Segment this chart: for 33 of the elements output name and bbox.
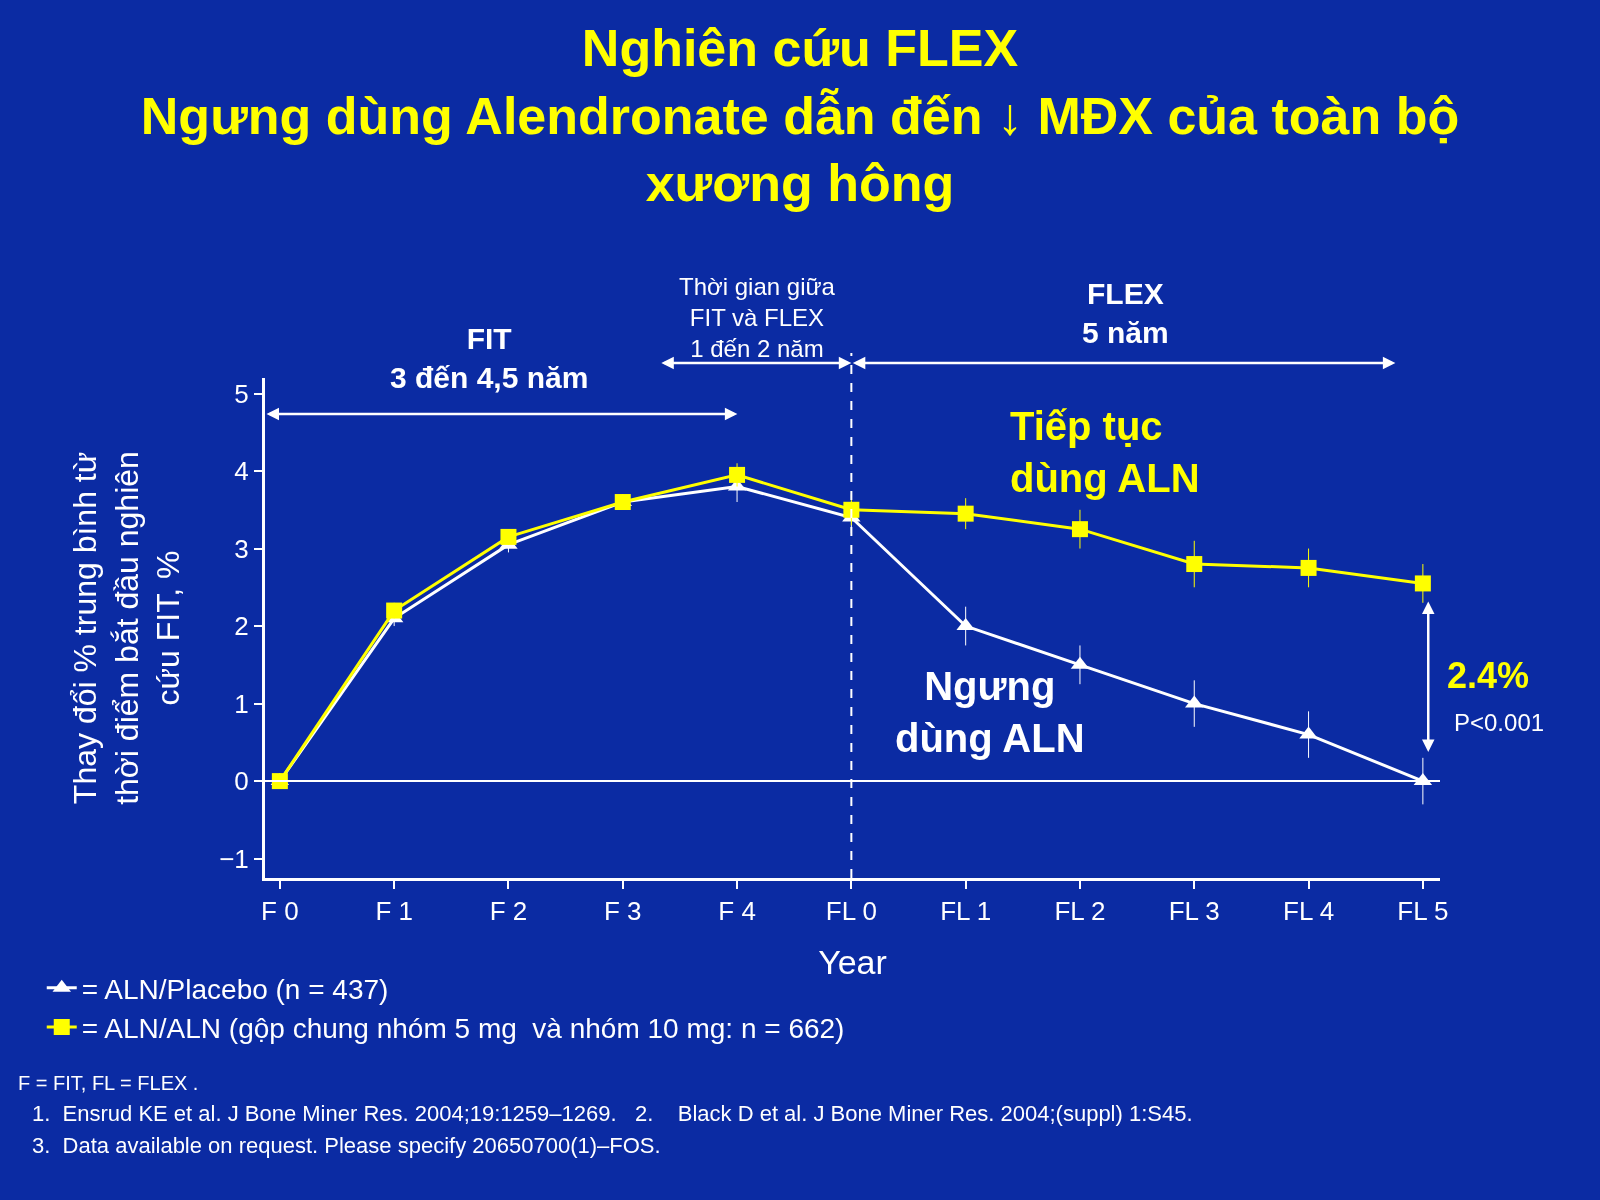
legend-label: = ALN/ALN (gộp chung nhóm 5 mg và nhóm 10 mg: n = 662): [81, 1013, 845, 1045]
x-tick-label: F 4: [718, 896, 756, 927]
chart-title: Nghiên cứu FLEX Ngưng dùng Alendronate dẫn đến ↓ MĐX của toàn bộ xương hông: [140, 19, 1460, 213]
text: F = FIT, FL = FLEX .: [18, 1072, 199, 1094]
annotation: Ngưng dùng ALN: [895, 664, 1085, 760]
x-tick-label: F 1: [375, 896, 413, 927]
y-tick-label: −1: [219, 843, 249, 874]
y-tick-label: 3: [234, 533, 249, 564]
x-tick-label: FL 5: [1397, 896, 1449, 927]
x-tick-label: FL 0: [825, 896, 877, 927]
y-tick-label: 0: [234, 766, 249, 797]
text: 2.4%: [1447, 655, 1530, 696]
y-tick-label: 4: [234, 456, 249, 487]
x-tick-label: F 3: [603, 896, 642, 927]
y-axis-title: Thay đổi % trung bình từ thời điểm bắt đầu nghiên cứu FIT, %: [67, 451, 187, 805]
y-tick-label: 5: [234, 378, 249, 409]
y-tick-label: 2: [234, 611, 249, 642]
x-tick-label: F 2: [489, 896, 528, 927]
text: Thời gian giữa FIT và FLEX 1 đến 2 năm: [679, 273, 836, 363]
annotation: FIT 3 đến 4,5 năm: [390, 322, 589, 394]
x-tick-label: FL 2: [1054, 896, 1106, 927]
x-tick-label: FL 4: [1283, 896, 1335, 927]
text: FLEX 5 năm: [1082, 277, 1169, 349]
x-tick-label: FL 3: [1168, 896, 1220, 927]
x-tick-label: FL 1: [940, 896, 992, 927]
y-tick-label: 1: [234, 688, 249, 719]
text: P<0.001: [1454, 709, 1545, 736]
text: 1. Ensrud KE et al. J Bone Miner Res. 2004;19:1259–1269. 2. Black D et al. J Bone Miner Res. 2004;(suppl) 1:S45.: [32, 1101, 1193, 1126]
annotation: Tiếp tục dùng ALN: [1010, 404, 1200, 500]
x-tick-label: F 0: [261, 896, 299, 927]
x-axis-title: Year: [818, 942, 887, 981]
legend-label: = ALN/Placebo (n = 437): [81, 973, 389, 1005]
text: 3. Data available on request. Please specify 20650700(1)–FOS.: [32, 1133, 661, 1158]
